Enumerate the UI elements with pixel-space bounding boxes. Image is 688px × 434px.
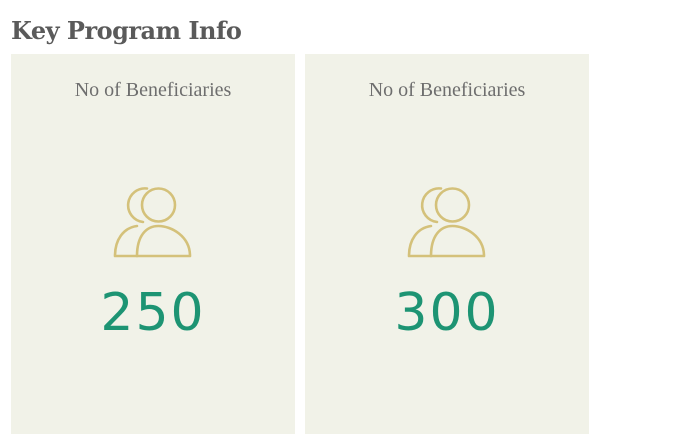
card-label: No of Beneficiaries <box>74 79 232 101</box>
users-icon <box>113 184 193 260</box>
card-value: 300 <box>394 283 500 343</box>
card-value: 250 <box>100 283 206 343</box>
card-grid: No of Beneficiaries 250 No of Beneficiar… <box>11 54 589 434</box>
card-label: No of Beneficiaries <box>368 79 526 101</box>
beneficiaries-card: No of Beneficiaries 250 <box>11 54 295 434</box>
section-title: Key Program Info <box>11 16 242 45</box>
beneficiaries-card: No of Beneficiaries 300 <box>305 54 589 434</box>
users-icon <box>407 184 487 260</box>
